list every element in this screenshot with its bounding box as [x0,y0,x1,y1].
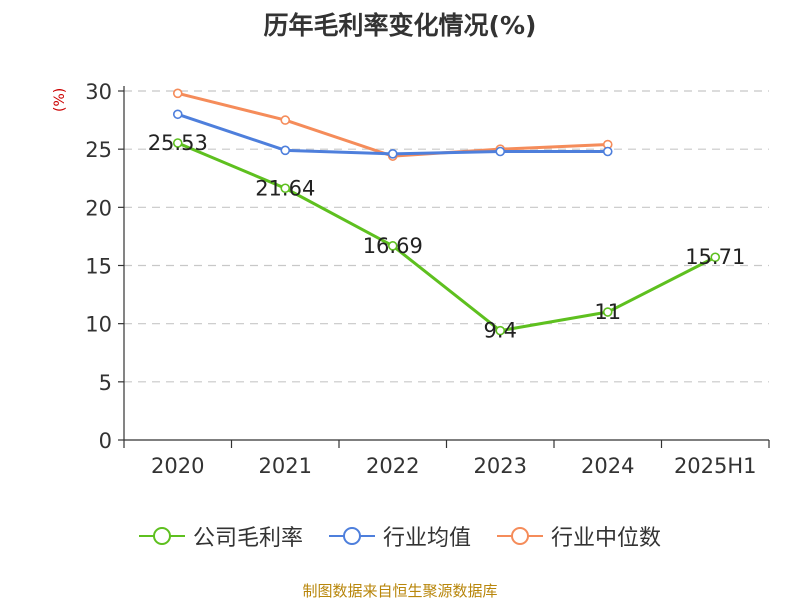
data-label: 16.69 [363,234,423,258]
grid-lines [124,90,769,383]
data-point [280,183,291,194]
data-point [495,325,506,336]
data-label: 21.64 [255,176,315,200]
series-lines [172,88,721,336]
series-line-2 [177,91,608,158]
x-tick-label: 2020 [151,454,204,478]
x-tick-label: 2025H1 [674,454,757,478]
data-point [172,109,183,120]
y-tick-label: 20 [85,196,112,220]
data-point [280,115,291,125]
legend-label-industry-median: 行业中位数 [551,526,662,551]
data-point [172,88,183,99]
data-point [602,307,613,317]
x-tick-label: 2023 [474,454,527,478]
x-tick-label: 2022 [366,454,419,478]
x-tick-label: 2024 [581,454,634,478]
legend-marker-industry-median [497,527,543,545]
data-point [387,149,398,159]
legend-label-company: 公司毛利率 [192,526,303,551]
y-tick-label: 5 [99,371,112,395]
legend-marker-company [138,527,185,545]
data-point [172,138,183,148]
data-point [495,146,506,157]
legend-marker-industry-mean [328,527,375,545]
axes: 0 5 10 15 20 25 30 2020 2021 2022 2023 2024 2025H1 [85,80,770,478]
data-point [602,146,613,157]
data-label: 25.53 [148,131,208,155]
data-label: 9.4 [484,319,517,343]
data-point [280,145,291,156]
legend-label-industry-mean: 行业均值 [382,526,471,551]
y-tick-label: 30 [85,80,112,104]
data-point [387,241,398,251]
series-line-0 [177,141,716,333]
y-tick-label: 15 [85,255,112,279]
x-tick-label: 2021 [259,454,312,478]
legend: 公司毛利率 行业均值 行业中位数 [0,520,800,552]
data-point [710,252,721,263]
data-labels: 25.53 21.64 16.69 9.4 11 15.71 [148,131,746,343]
data-source-note: 制图数据来自恒生聚源数据库 [302,582,498,600]
legend-item-industry-mean[interactable]: 行业均值 [328,520,471,552]
chart-title: 历年毛利率变化情况(%) [263,11,537,40]
data-label: 15.71 [685,245,745,269]
legend-item-industry-median[interactable]: 行业中位数 [497,520,661,552]
y-tick-label: 10 [85,313,112,337]
data-label: 11 [594,300,621,324]
legend-item-company[interactable]: 公司毛利率 [138,520,303,552]
y-tick-label: 25 [85,138,112,162]
y-tick-label: 0 [99,429,112,453]
